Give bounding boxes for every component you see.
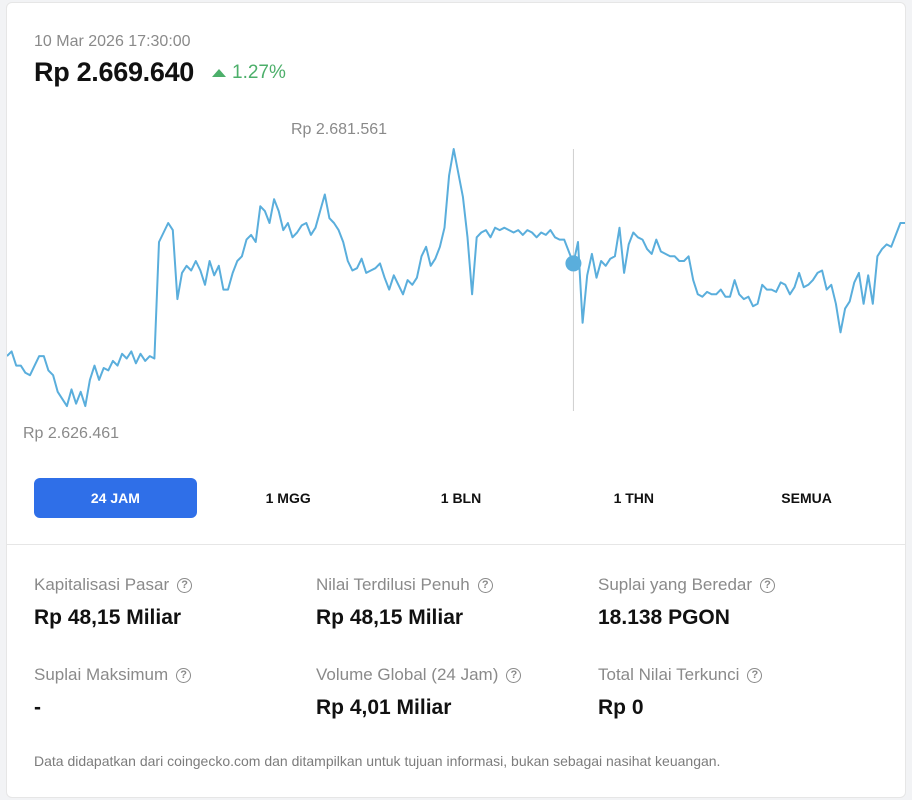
section-divider [7,544,905,545]
stat-value: Rp 0 [598,696,644,719]
stat-label: Kapitalisasi Pasar [34,575,170,594]
price-chart[interactable]: Rp 2.681.561 Rp 2.626.461 [7,3,905,473]
stat-total-value-locked: Total Nilai Terkunci? Rp 0 [598,665,878,720]
chart-hover-point [565,255,582,272]
tab-1-mgg[interactable]: 1 MGG [265,490,311,506]
price-change-percent: 1.27% [232,61,286,83]
stat-label: Nilai Terdilusi Penuh [316,575,470,594]
stat-max-supply: Suplai Maksimum? - [34,665,314,720]
stat-global-volume: Volume Global (24 Jam)? Rp 4,01 Miliar [316,665,596,720]
stat-label: Volume Global (24 Jam) [316,665,499,684]
stat-label: Suplai yang Beredar [598,575,753,594]
help-icon[interactable]: ? [506,667,522,683]
help-icon[interactable]: ? [760,577,776,593]
time-range-tabs: 24 JAM 1 MGG 1 BLN 1 THN SEMUA [34,478,888,518]
price-row: Rp 2.669.640 1.27% [34,57,286,88]
current-price: Rp 2.669.640 [34,57,195,87]
tab-semua[interactable]: SEMUA [781,490,832,506]
market-card: 10 Mar 2026 17:30:00 Rp 2.669.640 1.27% … [6,2,906,798]
chart-max-label: Rp 2.681.561 [291,121,388,138]
price-timestamp: 10 Mar 2026 17:30:00 [34,33,191,50]
stat-value: 18.138 PGON [598,606,730,629]
stat-label: Total Nilai Terkunci [598,665,740,684]
stat-value: - [34,696,41,719]
triangle-up-icon [212,68,227,77]
help-icon[interactable]: ? [177,577,193,593]
stat-circulating-supply: Suplai yang Beredar? 18.138 PGON [598,575,878,630]
price-change: 1.27% [212,62,286,84]
price-line [7,148,905,408]
tab-24-jam[interactable]: 24 JAM [34,478,197,518]
stat-value: Rp 4,01 Miliar [316,696,452,719]
help-icon[interactable]: ? [747,667,763,683]
stat-value: Rp 48,15 Miliar [316,606,464,629]
disclaimer-text: Data didapatkan dari coingecko.com dan d… [34,753,721,769]
stat-fully-diluted-value: Nilai Terdilusi Penuh? Rp 48,15 Miliar [316,575,596,630]
help-icon[interactable]: ? [477,577,493,593]
stat-label: Suplai Maksimum [34,665,169,684]
stat-value: Rp 48,15 Miliar [34,606,182,629]
tab-1-thn[interactable]: 1 THN [613,490,655,506]
price-chart-svg[interactable] [7,3,905,473]
stat-market-cap: Kapitalisasi Pasar? Rp 48,15 Miliar [34,575,314,630]
help-icon[interactable]: ? [176,667,192,683]
chart-min-label: Rp 2.626.461 [23,425,120,442]
tab-1-bln[interactable]: 1 BLN [440,490,482,506]
